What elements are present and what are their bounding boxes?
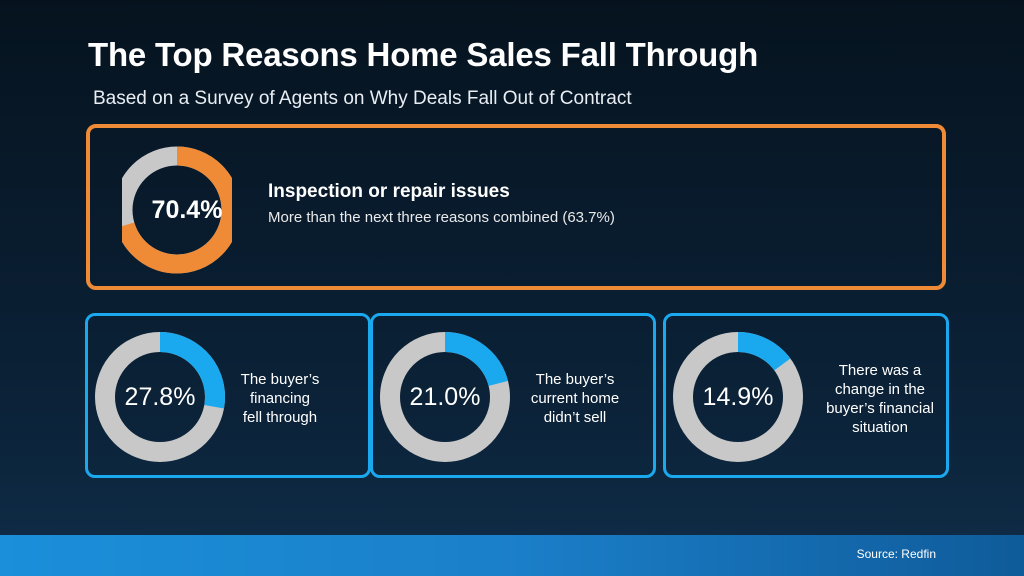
page-title: The Top Reasons Home Sales Fall Through: [88, 36, 759, 73]
reason-card-financing: 27.8% The buyer’s financing fell through: [85, 313, 371, 478]
current-home-percent-label: 21.0%: [409, 383, 481, 411]
reason-label-line: change in the: [834, 381, 926, 398]
reason-card-current-home: 21.0% The buyer’s current home didn’t se…: [370, 313, 656, 478]
financing-donut-chart: [95, 332, 225, 462]
reason-label-line: current home: [530, 390, 620, 407]
reason-label-line: The buyer’s: [535, 371, 615, 388]
featured-reason-heading: Inspection or repair issues: [268, 181, 510, 202]
financing-value-arc: [95, 332, 225, 462]
reason-label-line: The buyer’s: [240, 371, 320, 388]
source-credit: Source: Redfin: [856, 547, 936, 561]
featured-reason-description: More than the next three reasons combine…: [268, 209, 615, 226]
reason-label-line: didn’t sell: [543, 409, 607, 426]
reason-label-line: There was a: [838, 362, 922, 379]
financial-change-value-arc: [673, 332, 803, 462]
footer-bar: Source: Redfin: [0, 535, 1024, 576]
financial-change-donut-chart: [673, 332, 803, 462]
current-home-value-arc: [380, 332, 510, 462]
current-home-donut-chart: [380, 332, 510, 462]
reason-label-line: situation: [852, 419, 908, 436]
current-home-reason-label: The buyer’s current home didn’t sell: [515, 370, 635, 427]
featured-value-arc: [122, 146, 232, 274]
reason-label-line: financing: [249, 390, 311, 407]
financial-change-reason-label: There was a change in the buyer’s financ…: [810, 361, 950, 437]
financing-percent-label: 27.8%: [124, 383, 196, 411]
page-subtitle: Based on a Survey of Agents on Why Deals…: [93, 88, 632, 109]
reason-card-financial-change: 14.9% There was a change in the buyer’s …: [663, 313, 949, 478]
financing-reason-label: The buyer’s financing fell through: [220, 370, 340, 427]
featured-percent-label: 70.4%: [151, 196, 223, 224]
reason-label-line: buyer’s financial: [826, 400, 934, 417]
featured-donut-chart: [122, 146, 232, 274]
financial-change-percent-label: 14.9%: [702, 383, 774, 411]
reason-label-line: fell through: [242, 409, 318, 426]
featured-reason-card: 70.4% Inspection or repair issues More t…: [86, 124, 946, 290]
